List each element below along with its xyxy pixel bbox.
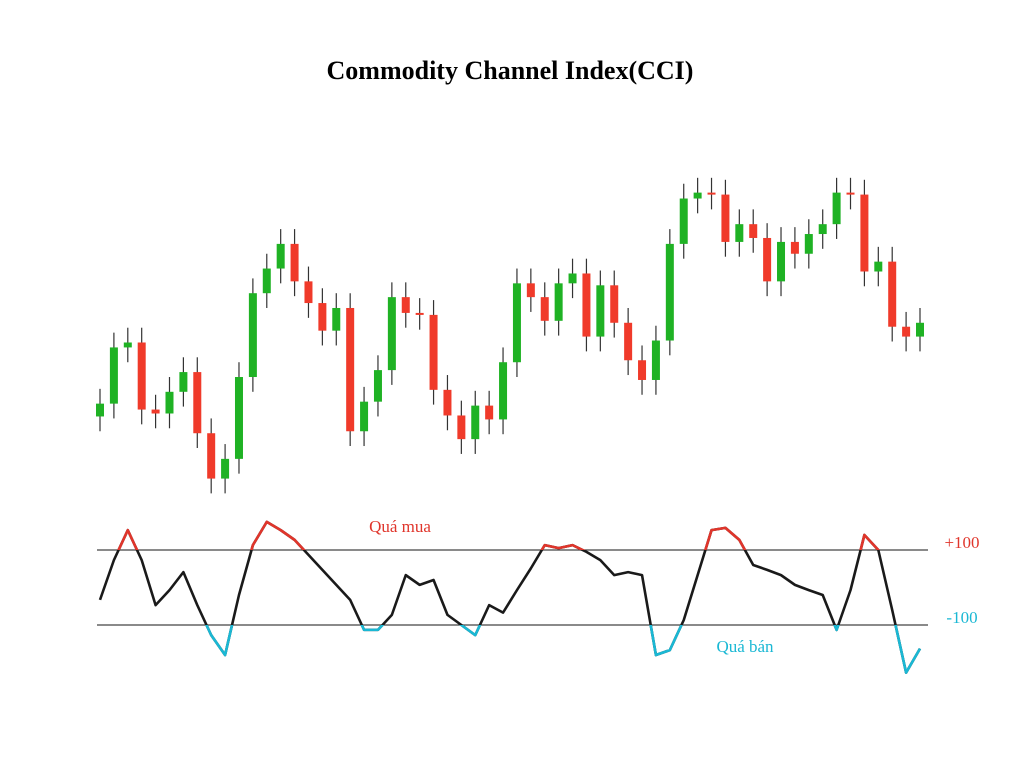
candle-body [818,224,827,235]
candle-body [540,297,549,321]
candle-body [874,261,883,272]
candle-body [749,224,758,238]
candle-body [693,192,702,199]
candle-body [790,241,799,254]
candle-body [165,391,174,414]
candle-body [193,372,202,434]
candle-body [137,342,146,410]
candle-body [471,405,480,440]
candle-body [262,268,271,294]
annotation: Quá bán [716,637,774,656]
candle-body [346,307,355,432]
candle-body [109,347,118,404]
candle-body [624,322,633,361]
candle-body [888,261,897,327]
candle-body [373,370,382,402]
candle-body [846,192,855,195]
candle-body [721,194,730,242]
candle-body [651,340,660,380]
candle-body [179,372,188,392]
candle-body [443,389,452,416]
candle-body [234,377,243,459]
candle-body [276,243,285,269]
annotation: Quá mua [369,517,431,536]
candle-body [804,234,813,254]
candle-body [332,307,341,331]
level-label: +100 [944,533,979,552]
candle-body [360,401,369,432]
cci-oversold [205,625,922,674]
candle-body [123,342,132,348]
candle-body [554,283,563,321]
candle-body [248,293,257,378]
candle-body [707,192,716,195]
candle-body [679,198,688,244]
candle-body [151,409,160,414]
candle-body [290,243,299,282]
candle-body [916,322,924,337]
candle-body [665,243,674,341]
candle-body [457,415,466,440]
candle-body [568,273,577,284]
candle-body [763,237,772,282]
candle-body [401,297,410,313]
cci-line [98,520,922,674]
candle-body [596,285,605,337]
candle-body [860,194,869,272]
candle-body [304,281,313,304]
candle-body [207,433,216,479]
candle-body [582,273,591,337]
candle-body [415,312,424,315]
candle-body [902,326,911,337]
candle-body [832,192,841,225]
candle-body [526,283,535,298]
candle-body [499,362,508,420]
level-label: -100 [946,608,977,627]
candle-body [318,303,327,331]
candle-body [485,405,494,420]
candle-body [429,314,438,390]
candle-body [512,283,521,363]
candle-body [638,360,647,380]
candle-body [96,403,104,417]
candle-body [610,285,619,323]
candle-body [387,297,396,371]
candle-body [221,458,230,479]
chart-title: Commodity Channel Index(CCI) [327,56,694,85]
candle-body [735,224,744,242]
candle-body [777,241,786,282]
